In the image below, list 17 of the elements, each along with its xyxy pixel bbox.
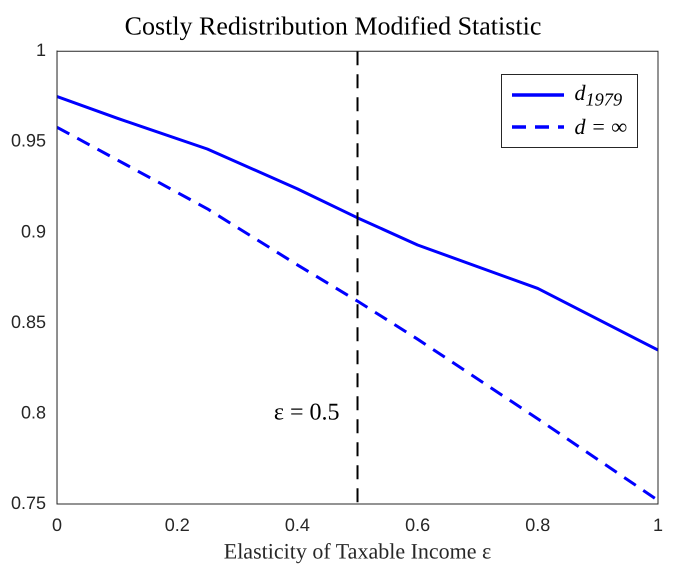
- y-tick-label: 0.95: [10, 130, 46, 151]
- y-tick-label: 0.75: [10, 492, 46, 513]
- x-tick-label: 0: [52, 514, 62, 535]
- x-tick-label: 0.2: [164, 514, 190, 535]
- y-tick-label: 0.85: [10, 312, 46, 332]
- y-tick-label: 0.9: [21, 221, 46, 242]
- y-tick-label: 0.8: [21, 402, 46, 422]
- y-tick-label: 1: [36, 40, 46, 60]
- ref-line-label: ε = 0.5: [274, 400, 340, 426]
- legend-label: d = ∞: [574, 114, 627, 140]
- x-tick-label: 0.6: [405, 514, 430, 535]
- legend-label: d$_{1979}$: [574, 80, 622, 110]
- chart-title: Costly Redistribution Modified Statistic: [124, 11, 542, 40]
- x-tick-label: 0.4: [284, 514, 310, 535]
- x-axis-title: Elasticity of Taxable Income ε: [224, 538, 492, 564]
- x-tick-label: 0.8: [525, 514, 550, 535]
- x-tick-label: 1: [652, 514, 664, 535]
